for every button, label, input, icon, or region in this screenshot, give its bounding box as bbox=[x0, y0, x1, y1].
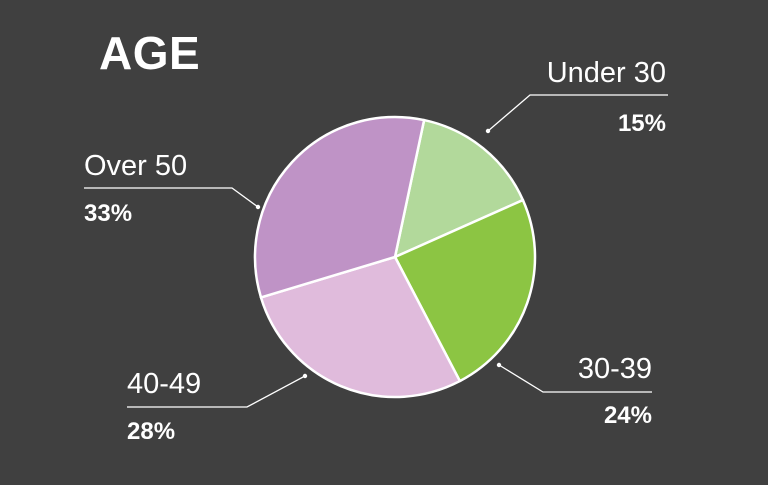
pie-slice-30-39 bbox=[393, 198, 537, 383]
leader-line-40-49 bbox=[127, 375, 306, 408]
slice-value-30-39: 24% bbox=[603, 402, 652, 429]
pie-slice-under-30 bbox=[393, 118, 525, 259]
leader-line-over-50 bbox=[84, 187, 259, 208]
slice-value-40-49: 28% bbox=[127, 418, 176, 445]
slice-label-40-49: 40-49 bbox=[127, 368, 202, 400]
slice-value-under-30: 15% bbox=[617, 110, 666, 137]
leader-dot-30-39 bbox=[496, 362, 502, 368]
pie-slice-over-50 bbox=[253, 115, 426, 299]
leader-dot-over-50 bbox=[255, 204, 261, 210]
leader-dot-under-30 bbox=[485, 128, 491, 134]
pie-slice-40-49 bbox=[259, 255, 462, 399]
slice-label-over-50: Over 50 bbox=[84, 150, 188, 182]
leader-dot-40-49 bbox=[302, 373, 308, 379]
slice-label-30-39: 30-39 bbox=[577, 353, 652, 385]
leader-line-under-30 bbox=[487, 94, 668, 132]
leader-line-30-39 bbox=[498, 364, 652, 393]
chart-title: AGE bbox=[99, 27, 201, 79]
slice-value-over-50: 33% bbox=[84, 200, 133, 227]
slice-label-under-30: Under 30 bbox=[546, 57, 666, 89]
